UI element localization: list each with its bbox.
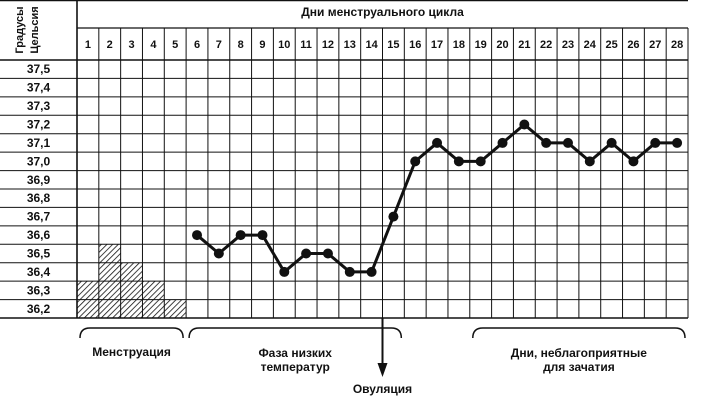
- day-label: 5: [172, 39, 178, 51]
- temperature-point: [475, 156, 486, 167]
- temperature-point: [366, 266, 377, 277]
- temperature-point: [410, 156, 421, 167]
- temperature-tick-label: 36,4: [27, 265, 51, 279]
- day-label: 14: [365, 39, 378, 51]
- day-label: 2: [107, 39, 113, 51]
- infertile-days-label-line-1: Дни, неблагоприятные: [511, 346, 648, 360]
- day-label: 13: [344, 39, 356, 51]
- temperature-point: [453, 156, 464, 167]
- temperature-tick-label: 37,0: [27, 154, 51, 168]
- day-label: 4: [150, 39, 157, 51]
- temperature-point: [213, 248, 224, 259]
- temperature-point: [279, 266, 290, 277]
- infertile-days-bracket: [472, 327, 686, 339]
- menstruation-bar-day-5: [164, 299, 187, 318]
- temperature-point: [650, 137, 661, 148]
- temperature-point: [628, 156, 639, 167]
- temperature-point: [672, 137, 683, 148]
- day-label: 8: [238, 39, 244, 51]
- temperature-point: [388, 211, 399, 222]
- menstruation-label: Менструация: [92, 345, 171, 359]
- temperature-tick-label: 36,2: [27, 302, 51, 316]
- day-label: 9: [259, 39, 265, 51]
- temperature-point: [235, 230, 246, 241]
- temperature-point: [519, 119, 530, 130]
- day-label: 6: [194, 39, 200, 51]
- day-label: 25: [606, 39, 618, 51]
- temperature-tick-label: 36,8: [27, 191, 51, 205]
- temperature-tick-label: 37,4: [27, 81, 51, 95]
- ovulation-arrow: [377, 318, 388, 377]
- temperature-point: [344, 266, 355, 277]
- phase-brackets: [79, 327, 686, 339]
- day-label: 19: [475, 39, 487, 51]
- temperature-series: [192, 119, 683, 277]
- temperature-point: [562, 137, 573, 148]
- y-axis-label-line-2: Цельсия: [29, 6, 41, 53]
- day-label: 15: [387, 39, 399, 51]
- temperature-tick-labels: 37,5 37,4 37,3 37,2 37,1 37,0 36,9 36,8 36,7 36,6…: [27, 62, 51, 316]
- temperature-tick-label: 37,5: [27, 62, 51, 76]
- temperature-tick-label: 36,9: [27, 173, 51, 187]
- y-axis-label-line-1: Градусы: [14, 6, 26, 53]
- temperature-point: [606, 137, 617, 148]
- day-label: 26: [627, 39, 639, 51]
- day-label: 7: [216, 39, 222, 51]
- ovulation-arrow-head: [377, 363, 388, 377]
- day-label: 27: [649, 39, 661, 51]
- day-label: 24: [584, 39, 597, 51]
- day-label: 1: [85, 39, 91, 51]
- ovulation-label: Овуляция: [353, 382, 412, 396]
- day-label: 16: [409, 39, 421, 51]
- menstruation-bar-day-3: [120, 262, 143, 318]
- day-label: 22: [540, 39, 552, 51]
- day-label: 3: [128, 39, 134, 51]
- temperature-point: [541, 137, 552, 148]
- day-label: 10: [278, 39, 290, 51]
- temperature-point: [192, 230, 203, 241]
- day-label: 23: [562, 39, 574, 51]
- temperature-tick-label: 36,3: [27, 283, 51, 297]
- temperature-tick-label: 36,5: [27, 247, 51, 261]
- day-labels: 1 2 3 4 5 6 7 8 9 10 11 12 13 14 15 16 17 18 19 20 21 22 23 24 2…: [85, 39, 683, 51]
- day-label: 17: [431, 39, 443, 51]
- temperature-tick-label: 36,6: [27, 228, 51, 242]
- temperature-tick-label: 37,1: [27, 136, 51, 150]
- day-label: 11: [300, 39, 312, 51]
- chart-title: Дни менструального цикла: [301, 5, 464, 19]
- day-label: 12: [322, 39, 334, 51]
- temperature-tick-label: 37,2: [27, 118, 51, 132]
- temperature-tick-label: 37,3: [27, 99, 51, 113]
- temperature-point: [497, 137, 508, 148]
- temperature-point: [584, 156, 595, 167]
- temperature-point: [322, 248, 333, 259]
- temperature-tick-label: 36,7: [27, 210, 51, 224]
- day-label: 21: [518, 39, 530, 51]
- temperature-point: [257, 230, 268, 241]
- day-label: 20: [496, 39, 508, 51]
- chart-grid: [0, 0, 689, 319]
- low-phase-label-line-2: температур: [261, 360, 330, 374]
- day-label: 18: [453, 39, 465, 51]
- low-phase-label-line-1: Фаза низких: [258, 346, 332, 360]
- low-phase-bracket: [188, 327, 403, 339]
- temperature-point: [301, 248, 312, 259]
- menstruation-bracket: [79, 327, 184, 339]
- temperature-point: [432, 137, 443, 148]
- day-label: 28: [671, 39, 683, 51]
- infertile-days-label-line-2: для зачатия: [543, 360, 615, 374]
